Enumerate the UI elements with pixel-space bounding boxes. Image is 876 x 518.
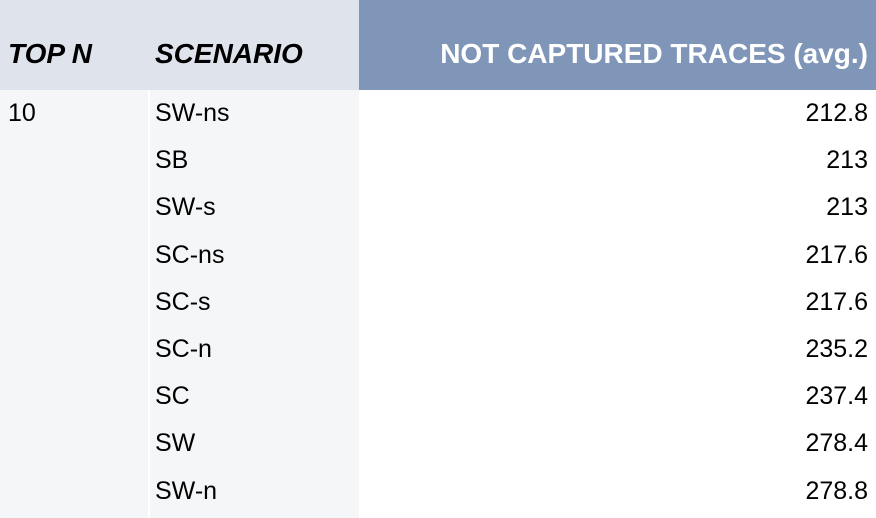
traces-value-cell: 217.6 [805,240,868,269]
scenario-cell: SW-ns [155,99,230,127]
table-row: SC 237.4 [0,373,876,420]
traces-value-cell: 237.4 [805,382,868,411]
table-row: SW-s 213 [0,184,876,231]
traces-value-cell: 278.4 [805,429,868,458]
traces-value-cell: 213 [826,193,868,222]
table-row: SW-n 278.8 [0,468,876,515]
table-row: SB 213 [0,137,876,184]
column-header-scenario: SCENARIO [155,38,303,69]
column-header-not-captured-traces: NOT CAPTURED TRACES (avg.) [440,38,868,69]
traces-value-cell: 278.8 [805,476,868,505]
traces-value-cell: 217.6 [805,287,868,316]
table-body: 10 SW-ns 212.8 SB 213 SW-s 213 SC-ns 217… [0,90,876,515]
scenario-column-background [150,90,359,518]
scenario-cell: SC-n [155,334,212,363]
scenario-cell: SC-ns [155,240,225,269]
top-n-column-background [0,90,148,518]
scenario-cell: SW-s [155,193,216,222]
table-row: SC-s 217.6 [0,279,876,326]
table-row: SC-ns 217.6 [0,232,876,279]
scenario-cell: SC [155,382,190,411]
traces-value-cell: 213 [826,146,868,175]
traces-value-cell: 235.2 [805,334,868,363]
top-n-cell: 10 [8,99,36,127]
header-left-panel [0,0,359,90]
scenario-cell: SC-s [155,287,211,316]
table-row: SC-n 235.2 [0,326,876,373]
table-row: SW 278.4 [0,420,876,467]
column-header-top-n: TOP N [8,38,93,69]
table-row: 10 SW-ns 212.8 [0,90,876,137]
header-right-panel [359,0,876,90]
traces-value-cell: 212.8 [805,99,868,127]
table-header: TOP N SCENARIO NOT CAPTURED TRACES (avg.… [0,0,876,90]
scenario-cell: SB [155,146,189,175]
scenario-cell: SW-n [155,476,218,505]
scenario-cell: SW [155,429,196,458]
column-divider [148,90,150,518]
